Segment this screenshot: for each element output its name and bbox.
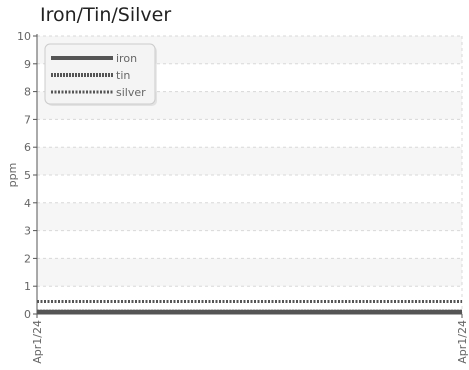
y-tick-label: 1 [24, 280, 31, 293]
plot-bands [37, 36, 462, 287]
y-tick-label: 9 [24, 58, 31, 71]
y-tick-label: 10 [17, 30, 31, 43]
axes [36, 34, 462, 315]
y-tick-label: 6 [24, 141, 31, 154]
plot-band [37, 147, 462, 175]
y-tick-label: 5 [24, 169, 31, 182]
plot-band [37, 258, 462, 287]
series-lines [37, 299, 462, 314]
y-tick-label: 4 [24, 197, 31, 210]
y-tick-label: 7 [24, 113, 31, 126]
legend-label-tin: tin [116, 69, 130, 82]
legend-label-silver: silver [116, 86, 146, 99]
y-tick-label: 2 [24, 252, 31, 265]
x-tick-label: Apr1/24 [31, 320, 44, 364]
plot-band [37, 202, 462, 231]
y-tick-label: 8 [24, 86, 31, 99]
y-tick-label: 0 [24, 308, 31, 321]
chart-title: Iron/Tin/Silver [40, 4, 172, 26]
x-ticks: Apr1/24 Apr1/24 [31, 314, 469, 364]
legend-label-iron: iron [116, 52, 137, 65]
y-ticks: 0 1 2 3 4 5 6 7 8 9 10 [17, 30, 37, 321]
legend: iron tin silver [44, 43, 157, 106]
y-tick-label: 3 [24, 225, 31, 238]
x-tick-label: Apr1/24 [456, 320, 469, 364]
y-axis-label: ppm [6, 163, 19, 188]
